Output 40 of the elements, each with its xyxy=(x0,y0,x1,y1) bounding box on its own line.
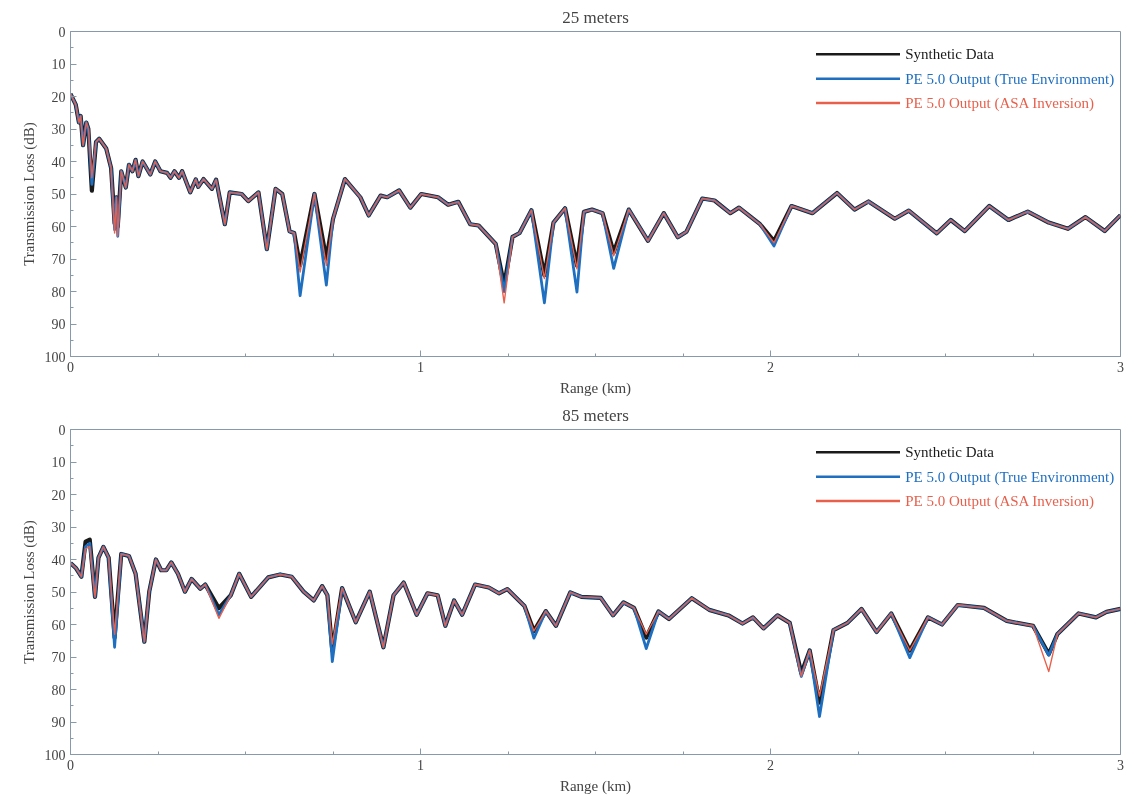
y-tick-label: 60 xyxy=(51,219,66,235)
text: Synthetic Data xyxy=(905,46,995,63)
y-tick-label: 50 xyxy=(51,187,66,202)
y-tick-label: 80 xyxy=(51,682,66,698)
x-tick-label: 2 xyxy=(767,359,774,375)
x-tick-label: 1 xyxy=(417,757,424,773)
y-tick-label: 100 xyxy=(44,747,66,763)
y-tick-label: 90 xyxy=(51,715,66,730)
y-tick-label: 10 xyxy=(51,57,66,72)
y-tick-label: 60 xyxy=(51,617,66,633)
y-tick-label: 80 xyxy=(51,284,66,300)
x-tick-label: 1 xyxy=(417,359,424,375)
y-axis-title: Transmission Loss (dB) xyxy=(20,122,38,266)
y-tick-label: 70 xyxy=(51,650,66,665)
text: PE 5.0 Output (ASA Inversion) xyxy=(905,95,1094,112)
y-tick-label: 30 xyxy=(51,122,66,137)
y-tick-label: 20 xyxy=(51,487,66,503)
y-tick-label: 50 xyxy=(51,585,66,600)
text: PE 5.0 Output (ASA Inversion) xyxy=(905,493,1094,510)
y-tick-label: 70 xyxy=(51,252,66,267)
x-axis-title: Range (km) xyxy=(559,777,632,795)
y-tick-label: 30 xyxy=(51,520,66,535)
text: PE 5.0 Output (True Environment) xyxy=(905,468,1115,486)
y-tick-label: 0 xyxy=(58,422,66,438)
text: Synthetic Data xyxy=(905,444,995,461)
y-tick-label: 40 xyxy=(51,552,66,568)
y-tick-label: 0 xyxy=(58,24,66,40)
x-tick-label: 3 xyxy=(1117,359,1124,375)
y-tick-label: 100 xyxy=(44,349,66,365)
chart-title: 25 meters xyxy=(562,7,629,27)
y-axis-title: Transmission Loss (dB) xyxy=(20,520,38,664)
x-tick-label: 2 xyxy=(767,757,774,773)
y-tick-label: 40 xyxy=(51,154,66,170)
y-tick-label: 20 xyxy=(51,89,66,105)
x-axis-title: Range (km) xyxy=(559,379,632,397)
x-tick-label: 3 xyxy=(1117,757,1124,773)
y-tick-label: 90 xyxy=(51,317,66,332)
y-tick-label: 10 xyxy=(51,455,66,470)
text: PE 5.0 Output (True Environment) xyxy=(905,70,1115,88)
chart-title: 85 meters xyxy=(562,405,629,425)
